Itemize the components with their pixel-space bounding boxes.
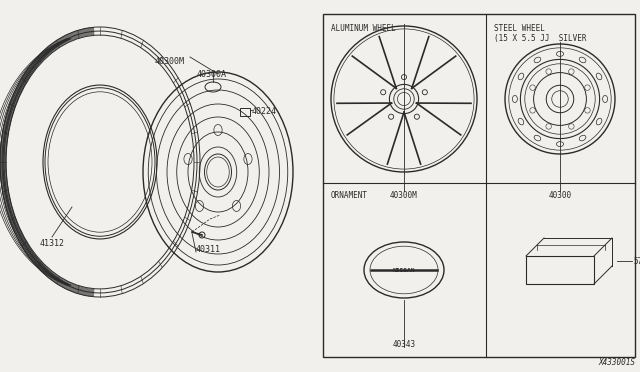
Text: 40300A: 40300A bbox=[197, 70, 227, 79]
Bar bbox=[240, 108, 250, 116]
Text: ALUMINUM WHEEL: ALUMINUM WHEEL bbox=[331, 24, 396, 33]
Text: 40224: 40224 bbox=[252, 108, 277, 116]
Text: 57310: 57310 bbox=[633, 257, 640, 266]
Text: 40300M: 40300M bbox=[155, 57, 185, 66]
Text: STEEL WHEEL: STEEL WHEEL bbox=[494, 24, 545, 33]
Text: 40311: 40311 bbox=[196, 245, 221, 254]
Bar bbox=[323, 14, 635, 357]
Bar bbox=[526, 256, 594, 284]
Text: NISSAN: NISSAN bbox=[393, 267, 415, 273]
Text: ORNAMENT: ORNAMENT bbox=[331, 191, 368, 200]
Text: X433001S: X433001S bbox=[598, 358, 635, 367]
Text: 40300: 40300 bbox=[548, 191, 572, 200]
Text: 40343: 40343 bbox=[392, 340, 415, 349]
Text: (15 X 5.5 JJ  SILVER: (15 X 5.5 JJ SILVER bbox=[494, 34, 586, 43]
Text: 40300M: 40300M bbox=[390, 191, 418, 200]
Text: 41312: 41312 bbox=[40, 239, 65, 248]
